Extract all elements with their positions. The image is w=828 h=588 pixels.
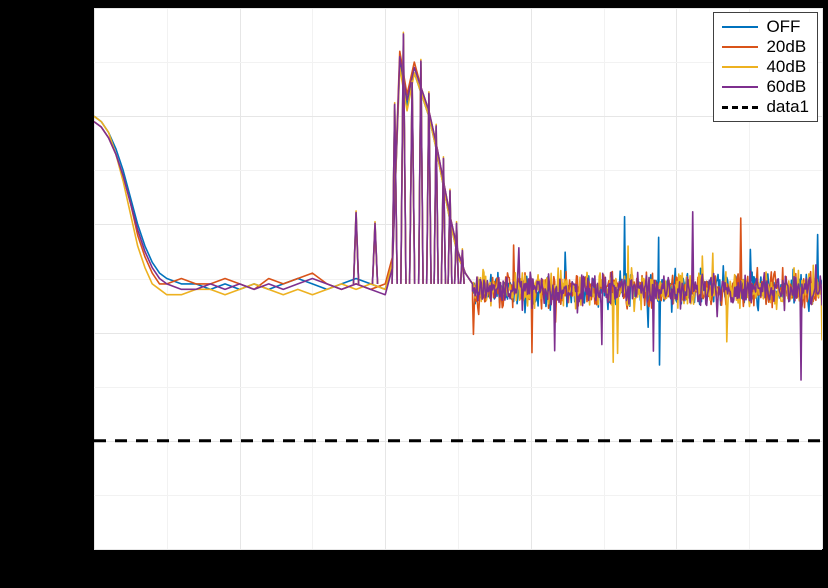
legend-swatch — [722, 46, 758, 48]
legend-label: 20dB — [766, 37, 806, 57]
legend-item-40db: 40dB — [722, 57, 809, 77]
series-peaks-60db — [354, 34, 465, 284]
legend-swatch — [722, 86, 758, 88]
legend-label: 40dB — [766, 57, 806, 77]
series-peaks-off — [354, 35, 465, 284]
legend-swatch — [722, 66, 758, 68]
series-peaks-40db — [354, 32, 465, 284]
chart-root: { "canvas": { "width": 828, "height": 58… — [0, 0, 828, 588]
legend-item-20db: 20dB — [722, 37, 809, 57]
legend-item-off: OFF — [722, 17, 809, 37]
series-peaks-20db — [354, 40, 465, 283]
legend-item-data1: data1 — [722, 97, 809, 117]
plot-area: OFF20dB40dB60dBdata1 — [92, 6, 824, 551]
legend-swatch — [722, 106, 758, 109]
legend-swatch — [722, 26, 758, 28]
legend: OFF20dB40dB60dBdata1 — [713, 12, 818, 122]
legend-label: 60dB — [766, 77, 806, 97]
legend-label: OFF — [766, 17, 800, 37]
legend-label: data1 — [766, 97, 809, 117]
legend-item-60db: 60dB — [722, 77, 809, 97]
